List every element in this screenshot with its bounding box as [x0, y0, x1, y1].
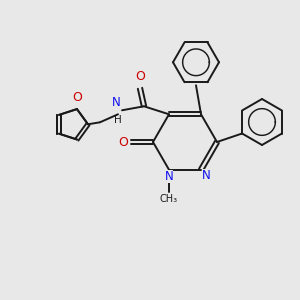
- Text: N: N: [202, 169, 211, 182]
- Text: N: N: [112, 96, 121, 109]
- Text: O: O: [135, 70, 145, 83]
- Text: O: O: [118, 136, 128, 148]
- Text: N: N: [165, 170, 173, 183]
- Text: H: H: [114, 115, 122, 125]
- Text: CH₃: CH₃: [160, 194, 178, 204]
- Text: O: O: [72, 91, 82, 104]
